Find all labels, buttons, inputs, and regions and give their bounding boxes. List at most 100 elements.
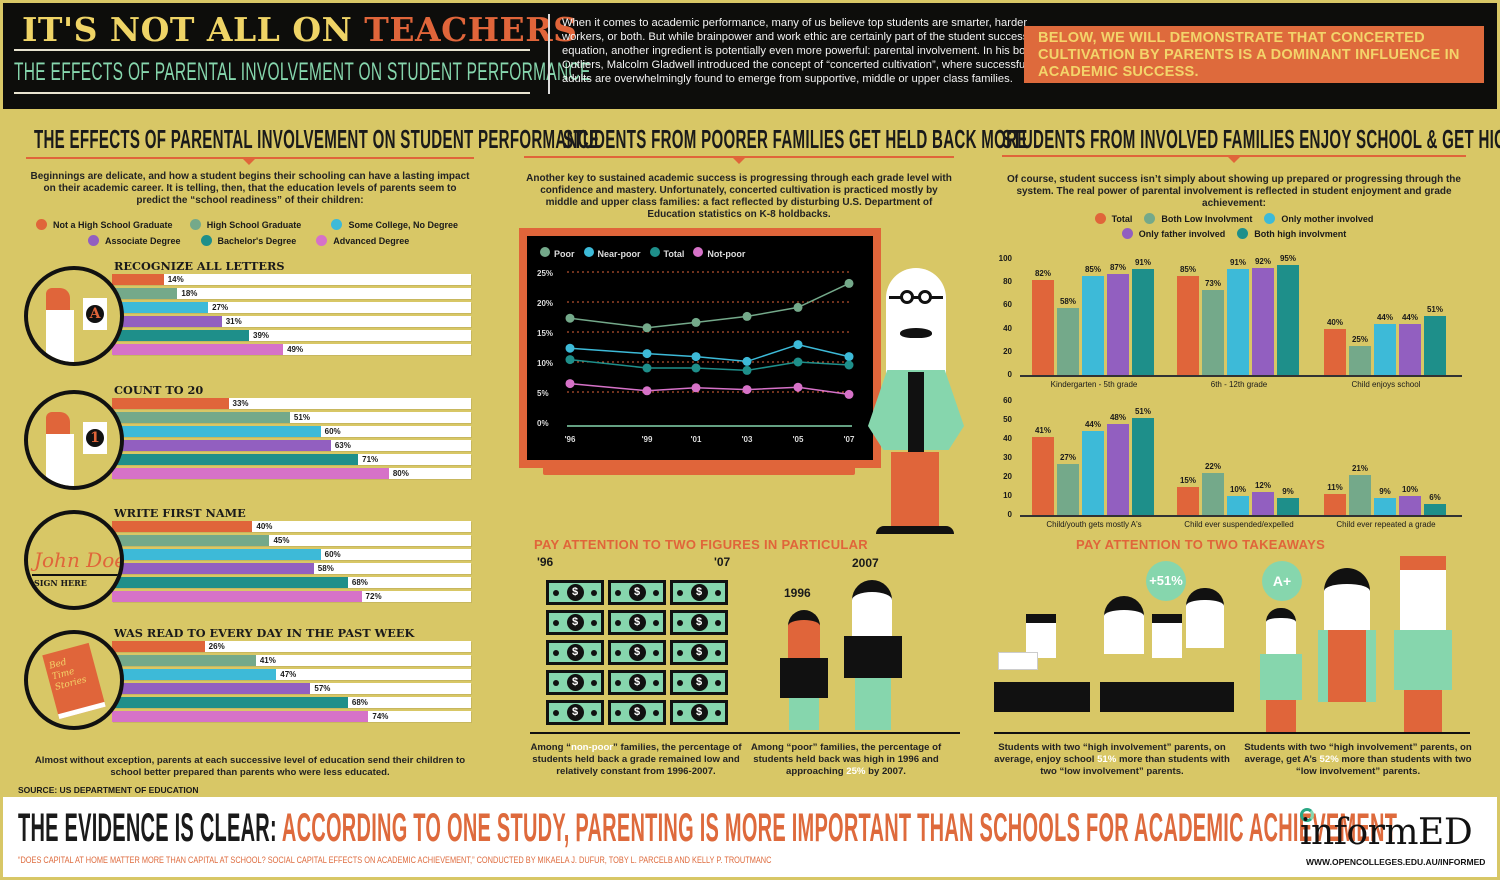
legend-item: Both high involvment	[1237, 228, 1346, 239]
y-tick: 40	[1003, 323, 1012, 333]
bar-value: 11%	[1327, 483, 1343, 493]
bar	[1227, 269, 1249, 375]
bar-fill	[112, 398, 229, 409]
bar	[1177, 486, 1199, 515]
dollar-bill-icon: $	[670, 640, 728, 665]
father-a-plus-trousers	[1404, 690, 1442, 732]
bar-row: 39%	[112, 330, 471, 341]
left-section-title: THE EFFECTS OF PARENTAL INVOLVEMENT ON S…	[34, 124, 600, 154]
svg-text:'03: '03	[742, 435, 753, 444]
teacher-shoes	[876, 526, 954, 534]
bar-row: 71%	[112, 454, 471, 465]
bar-value: 12%	[1254, 481, 1271, 491]
bar-row: 68%	[112, 697, 471, 708]
svg-text:20%: 20%	[537, 299, 553, 308]
holdback-line-chart: 0% 5% 10% 15% 20% 25% '96 '99 '01 '03 '05 '07	[537, 269, 855, 444]
father-a-plus-icon	[1400, 556, 1446, 632]
bar-fill	[112, 563, 314, 574]
mother-a-plus-dress	[1318, 630, 1376, 702]
student-2007-legs	[855, 678, 891, 730]
bar-value: 60%	[324, 550, 341, 559]
svg-text:10%: 10%	[537, 359, 553, 368]
chalkboard-ledge	[543, 461, 855, 475]
right-title-notch	[1227, 156, 1241, 163]
dollar-bill-icon: $	[608, 670, 666, 695]
figure-2007-label: 2007	[852, 556, 879, 570]
bar-row: 31%	[112, 316, 471, 327]
bar	[1082, 276, 1104, 375]
legend-item: Total	[1094, 213, 1132, 224]
bar-fill	[112, 641, 205, 652]
bar	[1424, 315, 1446, 375]
bar-row: 68%	[112, 577, 471, 588]
enjoyment-bar-chart: 0 20 40 60 80 100 82% 58% 85% 87% 91% Kindergarten …	[992, 254, 1467, 390]
middle-intro: Another key to sustained academic succes…	[526, 173, 952, 220]
legend-dot	[1144, 213, 1156, 224]
svg-text:'01: '01	[691, 435, 702, 444]
y-tick: 60	[1003, 396, 1012, 405]
y-tick: 40	[1003, 434, 1012, 443]
year-end-label: '07	[714, 555, 731, 569]
left-title-notch	[242, 158, 256, 165]
bar-value: 21%	[1351, 464, 1368, 474]
svg-text:15%: 15%	[537, 329, 553, 338]
bar-value: 40%	[256, 522, 273, 531]
bar-fill	[112, 535, 270, 546]
teacher-trousers	[891, 452, 939, 528]
legend-item: Only father involved	[1121, 228, 1225, 239]
bar-value: 51%	[1426, 304, 1443, 314]
bar-fill	[112, 683, 311, 694]
y-tick: 30	[1003, 453, 1012, 462]
category-label: Child/youth gets mostly A's	[1046, 520, 1142, 529]
x-axis	[1020, 515, 1462, 517]
readiness-group-title: COUNT TO 20	[114, 383, 204, 397]
left-intro: Beginnings are delicate, and how a stude…	[30, 171, 470, 206]
bar-value: 91%	[1229, 258, 1246, 268]
category-label: Child ever repeated a grade	[1336, 520, 1436, 529]
bar	[1324, 328, 1346, 375]
legend-item: Advanced Degree	[316, 235, 409, 246]
mustache-icon	[900, 328, 932, 338]
bar-fill	[112, 454, 359, 465]
legend-dot	[1237, 228, 1249, 239]
y-tick: 0	[1007, 510, 1012, 519]
right-pay-attention-title: PAY ATTENTION TO TWO TAKEAWAYS	[1076, 537, 1326, 552]
readiness-group: WAS READ TO EVERY DAY IN THE PAST WEEK 26…	[112, 626, 471, 725]
non-poor-caption: Among “non-poor” families, the percentag…	[530, 742, 742, 777]
sign-here-label: SIGN HERE	[34, 578, 87, 588]
bar-value: 6%	[1429, 492, 1441, 502]
right-section-title: STUDENTS FROM INVOLVED FAMILIES ENJOY SC…	[1002, 124, 1500, 154]
bar	[1424, 503, 1446, 515]
bar-row: 74%	[112, 711, 471, 722]
bar	[1374, 323, 1396, 375]
bar-value: 26%	[208, 642, 225, 651]
student-a-plus-icon	[1266, 608, 1296, 654]
legend-dot	[649, 247, 660, 257]
bar-value: 73%	[1204, 279, 1221, 289]
mother-icon	[1104, 596, 1144, 654]
bar-value: 39%	[253, 331, 270, 340]
bar-row: 58%	[112, 563, 471, 574]
informed-url-link[interactable]: WWW.OPENCOLLEGES.EDU.AU/INFORMED	[1306, 857, 1486, 867]
bar	[1277, 264, 1299, 375]
line-chart-legend: Poor Near-poor Total Not-poor	[540, 247, 745, 259]
dollar-bill-icon: $	[608, 700, 666, 725]
readiness-group-title: RECOGNIZE ALL LETTERS	[114, 259, 285, 273]
right-intro: Of course, student success isn’t simply …	[1007, 174, 1461, 209]
y-tick: 60	[1003, 300, 1012, 310]
informed-logo[interactable]: informED	[1300, 812, 1473, 853]
header-callout: BELOW, WE WILL DEMONSTRATE THAT CONCERTE…	[1024, 26, 1484, 83]
bar-fill	[112, 591, 362, 602]
face-icon	[46, 310, 74, 362]
legend-dot	[331, 219, 343, 230]
footer-citation: “DOES CAPITAL AT HOME MATTER MORE THAN C…	[18, 855, 772, 865]
bar-fill	[112, 655, 256, 666]
legend-item: Total	[649, 247, 684, 259]
bar-value: 80%	[392, 469, 409, 478]
bar-row: 47%	[112, 669, 471, 680]
bar-value: 82%	[1034, 268, 1051, 278]
bar-row: 26%	[112, 641, 471, 652]
bar	[1399, 323, 1421, 375]
bar-value: 9%	[1379, 486, 1391, 496]
involvement-legend: Total Both Low Involvment Only mother in…	[1000, 213, 1468, 239]
